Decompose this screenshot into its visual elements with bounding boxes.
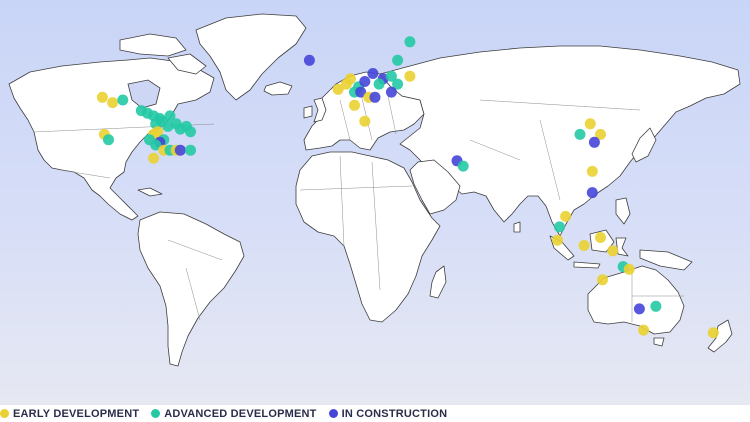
legend-dot-early: [0, 409, 9, 418]
project-marker-advanced: [554, 221, 565, 233]
project-marker-early: [344, 73, 356, 85]
project-marker-early: [404, 70, 416, 82]
border-australia: [631, 272, 684, 322]
land-java: [573, 261, 601, 269]
project-marker-advanced: [162, 120, 174, 132]
project-marker-construction: [355, 86, 367, 98]
hudson-bay: [127, 79, 161, 109]
legend-label-advanced: ADVANCED DEVELOPMENT: [164, 407, 317, 420]
border-africa: [299, 155, 413, 291]
project-marker-early: [349, 99, 360, 111]
project-marker-early: [152, 126, 164, 138]
land-africa: [295, 151, 441, 323]
world-map: [0, 0, 750, 405]
project-marker-early: [586, 165, 598, 177]
land-greenland: [195, 13, 307, 101]
landmasses: [8, 13, 741, 367]
project-marker-advanced: [392, 78, 404, 90]
legend-item-construction: IN CONSTRUCTION: [328, 407, 448, 420]
project-marker-early: [552, 234, 563, 246]
project-marker-early: [107, 97, 119, 109]
project-marker-advanced: [385, 70, 397, 82]
legend-item-advanced: ADVANCED DEVELOPMENT: [151, 408, 316, 420]
project-marker-early: [560, 210, 572, 222]
project-marker-early: [148, 152, 160, 164]
land-sulawesi: [615, 237, 629, 257]
legend-dot-construction: [328, 409, 338, 418]
project-marker-early: [707, 327, 719, 339]
border-us-mexico: [59, 169, 111, 179]
land-philippines: [615, 197, 631, 225]
project-marker-early: [595, 232, 606, 243]
project-marker-early: [359, 115, 371, 127]
project-marker-early: [607, 245, 619, 257]
land-arctic-islands: [119, 33, 187, 57]
project-marker-advanced: [103, 134, 114, 146]
project-marker-construction: [369, 91, 381, 103]
project-marker-construction: [633, 303, 645, 315]
land-asia: [379, 45, 741, 237]
land-south-america: [137, 211, 245, 367]
project-marker-advanced: [392, 54, 404, 66]
land-sri-lanka: [513, 221, 521, 233]
project-marker-early: [332, 83, 344, 95]
project-marker-advanced: [404, 36, 416, 48]
land-madagascar: [429, 265, 447, 299]
land-cuba: [137, 187, 163, 197]
land-tasmania: [653, 337, 665, 347]
project-marker-construction: [359, 76, 371, 87]
land-baffin: [167, 53, 207, 75]
project-marker-early: [578, 240, 590, 251]
project-marker-advanced: [164, 110, 176, 122]
land-japan: [631, 127, 657, 163]
legend-label-construction: IN CONSTRUCTION: [341, 407, 448, 420]
legend: EARLY DEVELOPMENT ADVANCED DEVELOPMENT I…: [0, 405, 750, 422]
project-marker-construction: [367, 68, 379, 79]
project-marker-early: [584, 118, 596, 130]
land-new-guinea: [639, 249, 693, 271]
country-borders: [33, 89, 684, 322]
project-markers: [96, 36, 719, 339]
project-marker-construction: [385, 86, 397, 98]
project-marker-advanced: [574, 128, 586, 140]
project-marker-advanced: [185, 126, 196, 138]
project-marker-construction: [174, 144, 186, 156]
project-marker-early: [597, 274, 608, 286]
world-map-svg: [8, 13, 741, 367]
border-south-america: [167, 239, 223, 321]
land-great-britain: [313, 97, 327, 123]
project-marker-advanced: [150, 139, 162, 151]
legend-item-early: EARLY DEVELOPMENT: [0, 408, 139, 420]
land-australia: [587, 265, 685, 335]
land-ireland: [303, 105, 313, 119]
project-marker-early: [595, 128, 606, 140]
project-marker-advanced: [185, 144, 196, 156]
legend-dot-advanced: [151, 409, 161, 418]
project-marker-construction: [303, 54, 315, 66]
border-asia: [469, 99, 641, 201]
project-marker-construction: [586, 187, 598, 199]
project-marker-early: [623, 263, 635, 275]
project-marker-advanced: [457, 160, 469, 172]
project-marker-advanced: [650, 300, 662, 312]
land-iceland: [263, 81, 293, 96]
project-marker-early: [96, 91, 108, 103]
legend-label-early: EARLY DEVELOPMENT: [13, 407, 140, 420]
land-arabia: [409, 159, 461, 215]
project-marker-early: [638, 324, 650, 336]
border-europe: [339, 89, 397, 141]
land-new-zealand: [707, 319, 733, 353]
project-marker-construction: [588, 136, 600, 148]
project-marker-advanced: [373, 78, 385, 90]
project-marker-advanced: [117, 94, 129, 106]
